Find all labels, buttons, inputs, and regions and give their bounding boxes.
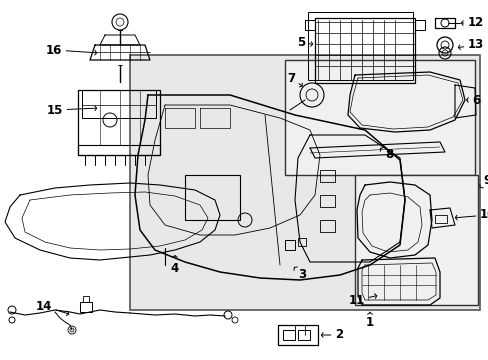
Text: 8: 8 [380, 148, 392, 162]
Bar [78, 145, 160, 155]
Text: 2: 2 [321, 328, 343, 342]
Bar [354, 175, 477, 305]
Bar [307, 12, 412, 80]
Text: 3: 3 [293, 267, 305, 282]
Text: 11: 11 [348, 293, 376, 306]
Text: 16: 16 [45, 44, 97, 57]
Bar [297, 238, 305, 246]
Bar [278, 325, 317, 345]
Bar [297, 330, 309, 340]
Text: 4: 4 [170, 256, 179, 274]
Text: 12: 12 [461, 17, 483, 30]
Text: 15: 15 [46, 104, 97, 117]
Text: 14: 14 [36, 300, 69, 316]
Text: 13: 13 [457, 39, 483, 51]
Bar [285, 240, 294, 250]
Bar [78, 90, 160, 155]
Text: 10: 10 [454, 208, 488, 221]
Bar [285, 60, 474, 175]
Text: 5: 5 [296, 36, 312, 49]
Bar [434, 215, 446, 223]
Bar [130, 55, 479, 310]
Bar [283, 330, 294, 340]
Bar [80, 302, 92, 312]
Bar [83, 296, 89, 302]
Bar [319, 170, 334, 182]
Bar [319, 220, 334, 232]
Bar [314, 18, 414, 83]
Text: 6: 6 [466, 94, 479, 107]
Text: 1: 1 [365, 312, 373, 329]
Bar [82, 90, 156, 118]
Bar [319, 195, 334, 207]
Text: 7: 7 [286, 72, 302, 87]
Bar [184, 175, 240, 220]
Text: 9: 9 [479, 174, 488, 188]
